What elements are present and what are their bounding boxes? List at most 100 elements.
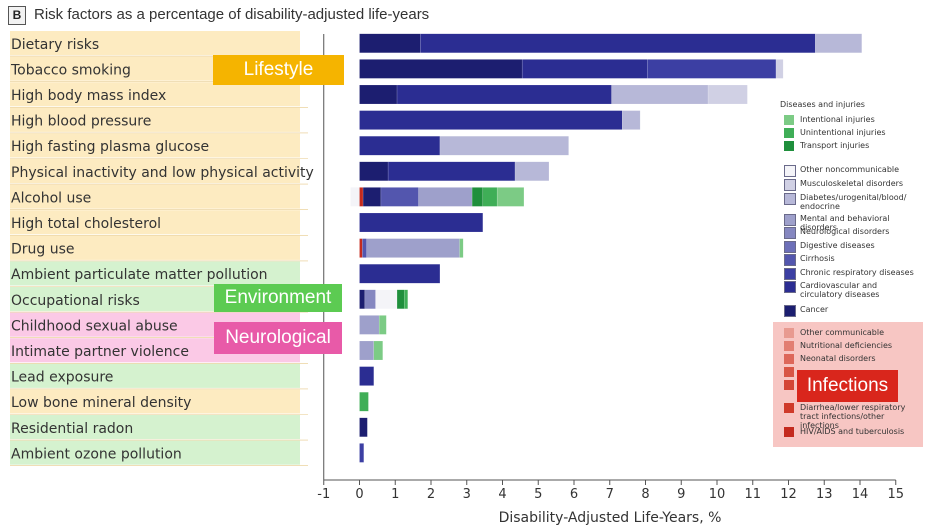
bar-drug-use-mental-and-behavioral-disorders [366,238,460,258]
row-label-bg-dietary-risks [10,31,300,56]
row-label-bg-high-body-mass-index [10,82,300,107]
legend-swatch-digestive-diseases [784,241,796,253]
row-label-bg-low-bone-mineral-density [10,389,300,414]
legend-label-other-noncommunicable: Other noncommunicable [800,165,900,174]
legend-swatch-unintentional-injuries [784,128,794,138]
bar-tobacco-smoking-cardiovascular-and-circulatory-diseases [521,59,648,79]
bar-alcohol-use-cancer [362,187,382,207]
row-labels: Dietary risks Tobacco smoking High body ma… [10,37,314,463]
legend-swatch-mental-and-behavioral-disorders [784,214,796,226]
bar-drug-use-cirrhosis [362,238,367,258]
row-label-bg-residential-radon [10,415,300,440]
legend-label-musculoskeletal-disorders: Musculoskeletal disorders [800,179,904,188]
bars [350,33,862,463]
row-label-high-total-cholesterol: High total cholesterol [11,216,161,232]
row-label-tobacco-smoking: Tobacco smoking [10,62,131,78]
row-label-bg-alcohol-use [10,184,300,209]
x-tick-label: -1 [317,487,330,502]
bar-high-body-mass-index-diabetes-urogenital-blood-endocrine [611,84,709,105]
legend-label-cardiovascular-and-circulatory-diseases: Cardiovascular and circulatory diseases [800,281,880,299]
x-tick-label: 2 [427,487,435,502]
row-label-physical-inactivity-and-low-physical-activity: Physical inactivity and low physical act… [11,165,314,181]
legend-label-cancer: Cancer [800,305,829,314]
bar-high-fasting-plasma-glucose-cardiovascular-and-circulatory-diseases [359,135,441,156]
legend-swatch-cancer [784,305,796,317]
legend-label-nutritional-deficiencies: Nutritional deficiencies [800,341,893,350]
row-label-bg-high-blood-pressure [10,107,300,132]
bar-high-body-mass-index-cancer [359,84,398,105]
panel-letter: B [8,6,26,25]
row-label-bg-high-fasting-plasma-glucose [10,133,300,158]
row-label-low-bone-mineral-density: Low bone mineral density [11,395,191,411]
x-tick-label: 9 [677,487,685,502]
bar-drug-use-intentional-injuries [459,238,464,258]
bar-dietary-risks-cardiovascular-and-circulatory-diseases [420,33,816,53]
x-axis-label: Disability-Adjusted Life-Years, % [499,510,722,526]
legend-label-transport-injuries: Transport injuries [800,141,870,150]
bar-occupational-risks-other-noncommunicable [375,289,398,309]
legend-label-digestive-diseases: Digestive diseases [800,241,875,250]
bar-tobacco-smoking-cancer [359,59,523,79]
legend-swatch-diabetes-urogenital-blood-endocrine [784,193,796,205]
bar-alcohol-use-cirrhosis [380,187,419,207]
bar-occupational-risks-unintentional-injuries [403,289,408,309]
x-tick-label: 7 [606,487,614,502]
legend-label-mental-and-behavioral-disorders: Mental and behavioral disorders [800,214,890,232]
legend-swatch-intentional-injuries [784,115,794,125]
x-tick-label: 14 [852,487,869,502]
bar-ambient-particulate-matter-pollution-cardiovascular-and-circulatory-diseases [359,264,441,284]
row-label-lead-exposure: Lead exposure [11,370,113,386]
bar-alcohol-use-hiv-aids-and-tuberculosis [359,187,364,207]
bar-alcohol-use-mental-and-behavioral-disorders [418,187,473,207]
bar-tobacco-smoking-musculoskeletal-disorders [775,59,784,79]
bar-alcohol-use-intentional-injuries [496,187,525,207]
x-tick-label: 11 [744,487,761,502]
bar-ambient-ozone-pollution-chronic-respiratory-diseases [359,443,364,463]
row-label-bg-drug-use [10,235,300,260]
chart-title: Risk factors as a percentage of disabili… [34,6,430,23]
legend-swatch-blank-17 [784,380,794,390]
row-label-bg-ambient-ozone-pollution [10,440,300,465]
legend-swatch-musculoskeletal-disorders [784,179,796,191]
axes [323,34,897,485]
legend-label-diabetes-urogenital-blood-endocrine: Diabetes/urogenital/blood/ endocrine [800,193,907,211]
row-label-bg-lead-exposure [10,363,300,388]
legend-swatch-nutritional-deficiencies [784,341,794,351]
bar-intimate-partner-violence-intentional-injuries [373,340,383,361]
row-label-alcohol-use: Alcohol use [11,190,91,206]
neurological-tag: Neurological [214,322,342,354]
bar-high-blood-pressure-cardiovascular-and-circulatory-diseases [359,110,623,130]
legend-swatch-other-noncommunicable [784,165,796,177]
x-tick-label: 1 [391,487,399,502]
legend-label-diarrhea-lower-respiratory-tract-infections-other-infections: Diarrhea/lower respiratory tract infecti… [800,403,906,430]
legend-swatch-transport-injuries [784,141,794,151]
bar-high-total-cholesterol-cardiovascular-and-circulatory-diseases [359,212,484,233]
row-label-high-fasting-plasma-glucose: High fasting plasma glucose [11,139,209,155]
bar-tobacco-smoking-chronic-respiratory-diseases [647,59,777,79]
bar-drug-use-hiv-aids-and-tuberculosis [359,238,363,258]
legend-label-intentional-injuries: Intentional injuries [800,115,875,124]
x-tick-label: 6 [570,487,578,502]
x-tick-label: 3 [463,487,471,502]
legend-swatch-cardiovascular-and-circulatory-diseases [784,281,796,293]
legend-label-other-communicable: Other communicable [800,328,885,337]
legend-swatch-other-communicable [784,328,794,338]
row-label-occupational-risks: Occupational risks [11,293,140,309]
legend-label-hiv-aids-and-tuberculosis: HIV/AIDS and tuberculosis [800,427,905,436]
bar-childhood-sexual-abuse-intentional-injuries [378,315,387,335]
legend: Diseases and injuries Intentional injuri… [780,100,920,437]
row-label-dietary-risks: Dietary risks [11,37,99,53]
lifestyle-tag: Lifestyle [213,55,344,85]
bar-alcohol-use-other-noncommunicable [350,187,360,207]
x-tick-label: 12 [780,487,797,502]
x-tick-labels: -1 0 1 2 3 4 5 6 7 8 9 10 11 12 13 14 15 [317,487,904,502]
row-label-residential-radon: Residential radon [11,421,133,437]
legend-label-chronic-respiratory-diseases: Chronic respiratory diseases [800,268,914,277]
x-tick-label: 4 [498,487,506,502]
legend-label-neonatal-disorders: Neonatal disorders [800,354,876,363]
legend-label-unintentional-injuries: Unintentional injuries [800,128,886,137]
row-label-drug-use: Drug use [11,242,75,258]
legend-swatch-chronic-respiratory-diseases [784,268,796,280]
bar-occupational-risks-transport-injuries [396,289,405,309]
legend-swatch-cirrhosis [784,254,796,266]
